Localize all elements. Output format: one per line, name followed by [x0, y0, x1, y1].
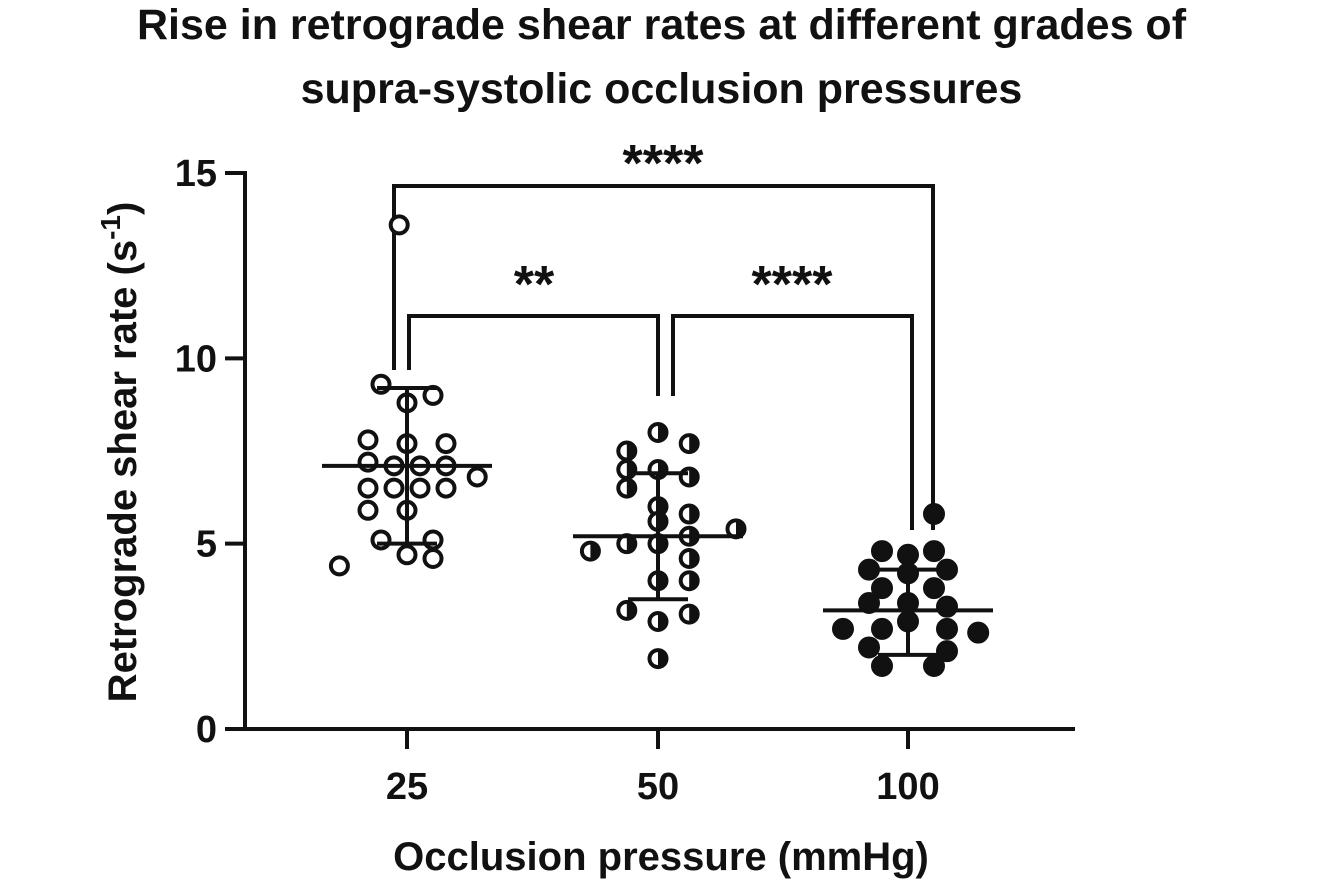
significance-label: **	[514, 256, 555, 314]
data-point-half-fill	[658, 650, 667, 668]
data-point	[422, 529, 444, 551]
data-point	[871, 540, 893, 563]
data-point	[435, 433, 457, 455]
data-point	[647, 421, 669, 443]
data-point	[923, 540, 945, 563]
data-point	[871, 654, 893, 677]
y-axis-label-superscript: -1	[95, 215, 126, 240]
data-point-half-fill	[689, 435, 698, 453]
data-point	[422, 547, 444, 569]
x-tick-label: 100	[876, 766, 939, 808]
data-point	[616, 599, 638, 621]
data-point	[328, 555, 350, 577]
data-point	[897, 543, 919, 566]
x-tick-label: 50	[637, 766, 679, 808]
y-axis-label-main: Retrograde shear rate (s	[101, 240, 145, 702]
data-point	[370, 373, 392, 395]
data-point	[936, 595, 958, 618]
axes: 0 5 10 15 25 50 100	[175, 153, 1075, 808]
significance-label: ****	[752, 256, 834, 314]
data-point	[357, 429, 379, 451]
data-point	[616, 477, 638, 499]
data-point	[647, 611, 669, 633]
data-point-half-fill	[689, 549, 698, 567]
data-point	[936, 617, 958, 640]
data-point	[396, 544, 418, 566]
y-tick-label: 15	[175, 153, 217, 195]
data-point	[936, 558, 958, 581]
data-point	[678, 603, 700, 625]
data-point	[858, 591, 880, 614]
data-point	[616, 459, 638, 481]
data-point-half-fill	[658, 498, 667, 516]
y-axis-label-close: )	[101, 202, 145, 215]
data-point	[967, 621, 990, 644]
chart-title-line-1: Rise in retrograde shear rates at differ…	[136, 1, 1187, 49]
data-point-half-fill	[626, 535, 636, 553]
data-point-half-fill	[658, 613, 667, 631]
comparison-bracket	[407, 314, 660, 396]
data-point	[858, 636, 880, 659]
data-point	[388, 214, 410, 236]
data-point	[466, 466, 488, 488]
y-tick-label: 0	[196, 709, 217, 751]
data-point	[357, 477, 379, 499]
data-point	[678, 570, 700, 592]
data-point	[647, 648, 669, 670]
data-point-half-fill	[626, 442, 636, 460]
chart-title-line-2: supra-systolic occlusion pressures	[300, 65, 1023, 113]
data-point-half-fill	[590, 542, 599, 560]
data-point	[357, 499, 379, 521]
data-point	[678, 547, 700, 569]
data-point-half-fill	[658, 512, 667, 530]
data-point-half-fill	[626, 479, 636, 497]
data-point-half-fill	[626, 601, 636, 619]
data-point	[357, 451, 379, 473]
comparison-bracket	[671, 314, 914, 530]
data-point	[616, 440, 638, 462]
data-point	[923, 503, 945, 526]
y-tick-label: 10	[175, 338, 217, 380]
significance-label: ****	[623, 135, 705, 193]
data-point-half-fill	[658, 423, 667, 441]
comparison-bracket	[392, 184, 935, 530]
data-points	[328, 214, 990, 677]
data-point	[678, 466, 700, 488]
data-point	[923, 577, 945, 600]
data-point	[579, 540, 601, 562]
data-point-half-fill	[689, 468, 698, 486]
mean-sd-bars	[322, 385, 993, 657]
data-point-half-fill	[736, 520, 745, 538]
y-axis-label: Retrograde shear rate (s-1)	[95, 202, 145, 703]
data-point	[858, 558, 880, 581]
data-point	[871, 617, 893, 640]
data-point-half-fill	[689, 572, 698, 590]
data-point	[832, 617, 854, 640]
y-tick-label: 5	[196, 524, 217, 566]
data-point	[383, 477, 405, 499]
data-point	[871, 577, 893, 600]
data-point-half-fill	[658, 535, 667, 553]
data-point-half-fill	[658, 572, 667, 590]
data-point	[923, 654, 945, 677]
data-point	[936, 640, 958, 663]
data-point	[678, 433, 700, 455]
data-point	[678, 503, 700, 525]
data-point	[409, 477, 431, 499]
data-point	[725, 518, 747, 540]
data-point	[370, 529, 392, 551]
x-tick-label: 25	[386, 766, 428, 808]
x-axis-label: Occlusion pressure (mmHg)	[393, 835, 929, 879]
data-point	[435, 477, 457, 499]
significance-brackets: ****** ****	[392, 135, 935, 530]
data-point-half-fill	[689, 505, 698, 523]
data-point-half-fill	[689, 605, 698, 623]
